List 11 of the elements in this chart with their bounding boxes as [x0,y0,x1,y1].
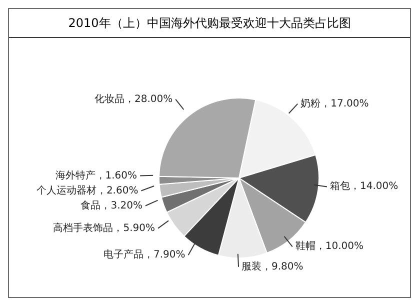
slice-label: 箱包，14.00% [330,180,398,192]
slice-label: 个人运动器材，2.60% [36,184,138,196]
slice-label: 海外特产，1.60% [55,169,138,182]
chart-title: 2010年（上）中国海外代购最受欢迎十大品类占比图 [9,9,410,38]
slice-label: 食品，3.20% [80,199,142,212]
slice-label: 鞋帽，10.00% [295,240,364,252]
slice-label: 化妆品，28.00% [94,92,173,105]
slice-label: 高档手表饰品，5.90% [53,222,156,234]
slice-label: 奶粉，17.00% [300,97,369,110]
slice-label: 电子产品，7.90% [104,248,186,261]
slice-label: 服装，9.80% [242,260,304,272]
